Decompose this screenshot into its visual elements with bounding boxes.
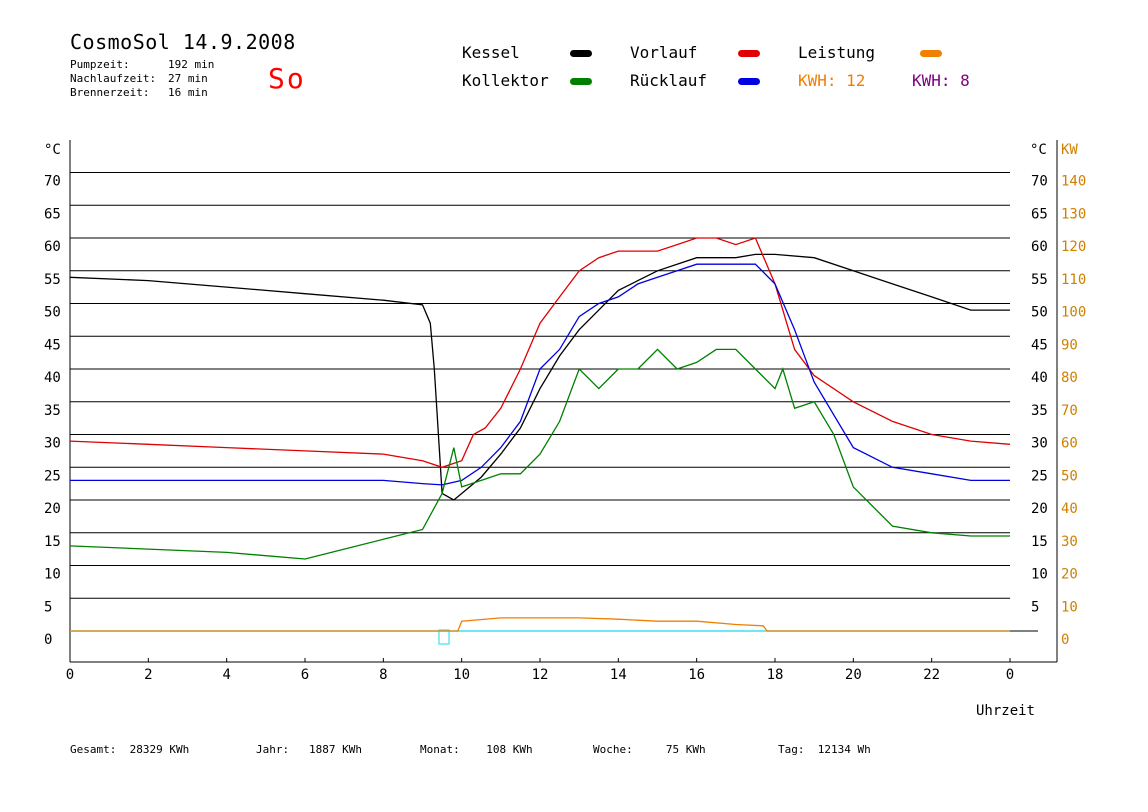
x-tick-label: 6 [301,667,309,683]
y-tick-kw: 140 [1061,174,1086,190]
footer-woche: Woche: 75 KWh [593,743,706,756]
x-tick-label: 4 [222,667,230,683]
y-tick-right: 5 [1031,599,1039,615]
y-tick-left: 40 [44,370,61,386]
y-tick-right: 45 [1031,337,1048,353]
series-line-vorlauf [69,237,1011,468]
y-tick-left: 70 [44,174,61,190]
y-tick-right: 60 [1031,239,1048,255]
x-tick-label: 10 [453,667,470,683]
y-tick-left: 10 [44,567,61,583]
legend-kollektor-label: Kollektor [462,71,549,90]
y-tick-kw: 10 [1061,599,1078,615]
stat-pumpzeit-label: Pumpzeit: [70,58,130,71]
y-tick-right: 55 [1031,272,1048,288]
x-tick-label: 22 [923,667,940,683]
y-tick-kw: 110 [1061,272,1086,288]
y-tick-right: 50 [1031,305,1048,321]
legend-kessel-label: Kessel [462,43,520,62]
x-tick-label: 20 [845,667,862,683]
stat-brennerzeit-value: 16 min [168,86,208,99]
y-tick-left: 15 [44,534,61,550]
y-tick-kw: 40 [1061,501,1078,517]
legend-ruecklauf-label: Rücklauf [630,71,708,90]
legend-ruecklauf-swatch [738,78,760,85]
footer-monat: Monat: 108 KWh [420,743,533,756]
series-line-rücklauf [70,263,1010,486]
y-tick-left: 25 [44,468,61,484]
y-tick-kw: 20 [1061,567,1078,583]
x-tick-label: 18 [767,667,784,683]
x-tick-label: 14 [610,667,627,683]
y-tick-left: 55 [44,272,61,288]
y-tick-kw: 30 [1061,534,1078,550]
series-line-kollektor [69,348,1010,560]
y-tick-left: 5 [44,599,52,615]
y-tick-kw: 70 [1061,403,1078,419]
series-line-leistung [70,617,1010,632]
y-tick-kw: 60 [1061,436,1078,452]
stat-pumpzeit-value: 192 min [168,58,215,71]
series-line-kessel [69,253,1010,501]
y-tick-left: 30 [44,436,61,452]
y-tick-left: 45 [44,337,61,353]
legend-vorlauf-label: Vorlauf [630,43,698,62]
y-tick-left: 65 [44,206,61,222]
y-tick-right: 20 [1031,501,1048,517]
footer-tag: Tag: 12134 Wh [778,743,871,756]
footer-jahr: Jahr: 1887 KWh [256,743,362,756]
y-tick-left: 0 [44,632,52,648]
x-tick-label: 0 [66,667,74,683]
x-tick-label: 0 [1006,667,1014,683]
x-tick-label: 2 [144,667,152,683]
legend-kessel-swatch [570,50,592,57]
baseline-marker [438,629,450,645]
legend-leistung-swatch [920,50,942,57]
y-tick-right: 70 [1031,174,1048,190]
y-tick-left: 20 [44,501,61,517]
footer-gesamt: Gesamt: 28329 KWh [70,743,190,756]
x-tick-label: 12 [532,667,549,683]
y-tick-right: 35 [1031,403,1048,419]
weekday-label: So [268,62,306,95]
kwh-purple-label: KWH: 8 [912,71,970,90]
y-tick-right: 25 [1031,468,1048,484]
y-axis-label-kw: KW [1061,142,1078,158]
y-axis-label-left: °C [44,142,61,158]
y-tick-right: 65 [1031,206,1048,222]
kwh-orange-label: KWH: 12 [798,71,866,90]
y-tick-kw: 130 [1061,206,1086,222]
stat-nachlaufzeit-value: 27 min [168,72,208,85]
y-axis-label-right: °C [1030,142,1047,158]
y-tick-right: 10 [1031,567,1048,583]
x-tick-label: 16 [688,667,705,683]
y-tick-kw: 0 [1061,632,1069,648]
chart-title: CosmoSol 14.9.2008 [70,30,296,54]
y-tick-kw: 100 [1061,305,1086,321]
y-tick-left: 50 [44,305,61,321]
y-tick-right: 40 [1031,370,1048,386]
x-axis-label: Uhrzeit [976,703,1035,719]
stat-nachlaufzeit-label: Nachlaufzeit: [70,72,157,85]
y-tick-kw: 50 [1061,468,1078,484]
y-tick-right: 15 [1031,534,1048,550]
y-tick-kw: 90 [1061,337,1078,353]
legend-kollektor-swatch [570,78,592,85]
legend-vorlauf-swatch [738,50,760,57]
y-tick-left: 60 [44,239,61,255]
y-tick-kw: 80 [1061,370,1078,386]
y-tick-left: 35 [44,403,61,419]
stat-brennerzeit-label: Brennerzeit: [70,86,150,99]
y-tick-right: 30 [1031,436,1048,452]
x-tick-label: 8 [379,667,387,683]
legend-leistung-label: Leistung [798,43,876,62]
y-tick-kw: 120 [1061,239,1086,255]
